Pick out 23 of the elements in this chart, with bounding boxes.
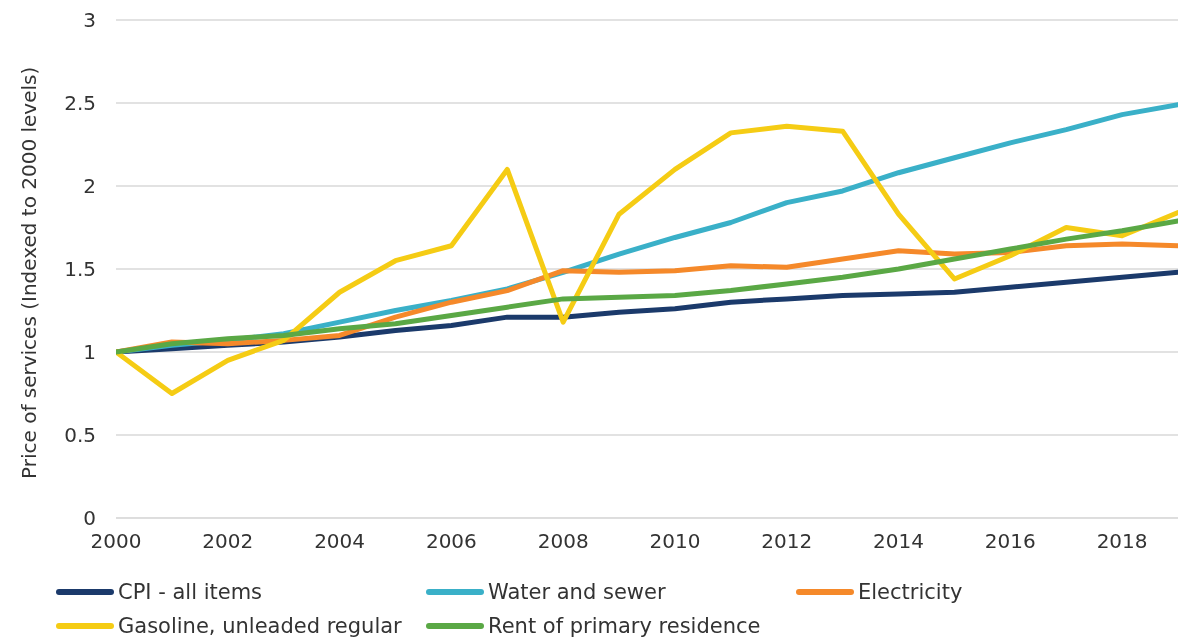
x-tick-label: 2004 — [314, 529, 366, 554]
y-tick-label: 3 — [83, 8, 96, 33]
y-tick-label: 0 — [83, 506, 96, 531]
x-tick-label: 2010 — [649, 529, 701, 554]
y-axis-title: Price of services (Indexed to 2000 levels) — [17, 66, 42, 479]
legend-label: Gasoline, unleaded regular — [118, 614, 402, 638]
legend-label: Rent of primary residence — [488, 614, 761, 638]
x-tick-label: 2008 — [537, 529, 589, 554]
x-tick-label: 2006 — [425, 529, 477, 554]
y-tick-label: 1 — [83, 340, 96, 365]
x-tick-label: 2018 — [1096, 529, 1148, 554]
legend-label: CPI - all items — [118, 580, 263, 604]
x-tick-label: 2000 — [90, 529, 142, 554]
legend-label: Electricity — [858, 580, 963, 604]
y-tick-label: 1.5 — [64, 257, 96, 282]
y-tick-label: 2 — [83, 174, 96, 199]
y-tick-label: 2.5 — [64, 91, 96, 116]
x-tick-label: 2014 — [873, 529, 924, 554]
legend-label: Water and sewer — [488, 580, 666, 604]
x-tick-label: 2012 — [761, 529, 813, 554]
x-tick-label: 2016 — [984, 529, 1036, 554]
y-tick-label: 0.5 — [64, 423, 96, 448]
x-tick-label: 2002 — [202, 529, 254, 554]
